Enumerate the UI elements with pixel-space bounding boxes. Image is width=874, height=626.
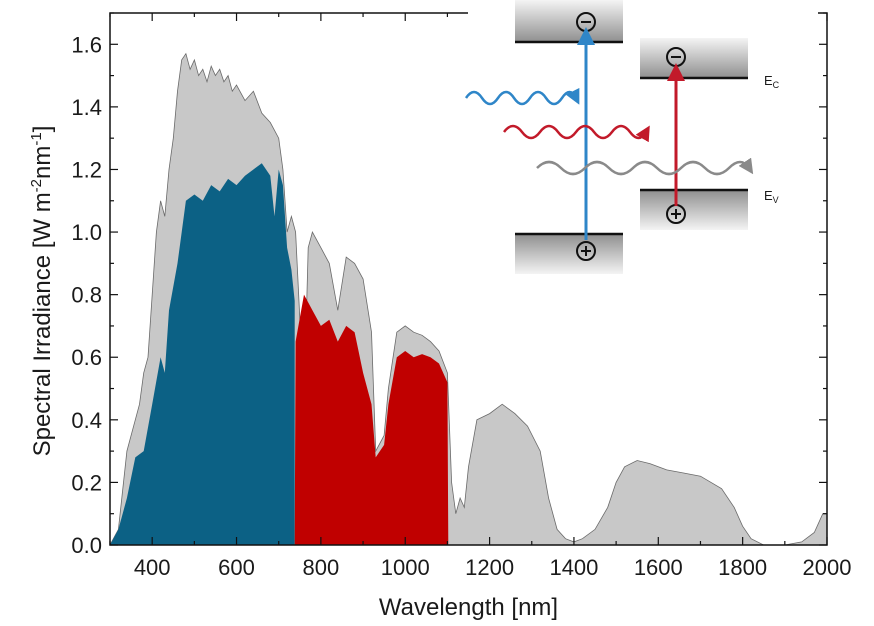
y-axis-title: Spectral Irradiance [W m-2nm-1] [28,126,56,457]
series-blue-absorbed [110,163,295,545]
x-axis-title: Wavelength [nm] [379,594,558,621]
x-tick-label: 800 [303,555,340,580]
y-tick-label: 0.2 [71,470,102,495]
gray-photon-icon [536,157,754,176]
y-tick-label: 1.6 [71,32,102,57]
y-tick-label: 0.6 [71,345,102,370]
band-diagram-inset: EC EV [464,0,818,290]
x-tick-label: 1200 [465,555,514,580]
hole-icon-wide [576,241,596,261]
y-tick-label: 0.0 [71,533,102,558]
y-tick-label: 1.2 [71,157,102,182]
wide-gap-conduction-band [515,0,623,42]
red-photon-icon [503,124,650,143]
narrow-gap-valence-band [640,190,748,230]
ev-label: EV [764,188,779,205]
y-tick-label: 0.4 [71,408,102,433]
series-layer [109,52,828,546]
x-tick-label: 2000 [803,555,852,580]
ec-label: EC [764,73,780,90]
x-tick-label: 1600 [634,555,683,580]
y-tick-label: 1.4 [71,95,102,120]
blue-photon-icon [464,87,580,106]
y-tick-label: 1.0 [71,220,102,245]
x-tick-label: 1800 [718,555,767,580]
x-tick-label: 1400 [549,555,598,580]
series-red-absorbed [294,294,449,545]
y-tick-label: 0.8 [71,283,102,308]
x-tick-label: 600 [218,555,255,580]
x-tick-label: 1000 [381,555,430,580]
wide-gap-valence-band [515,234,623,274]
x-tick-label: 400 [134,555,171,580]
narrow-gap-conduction-band [640,38,748,78]
